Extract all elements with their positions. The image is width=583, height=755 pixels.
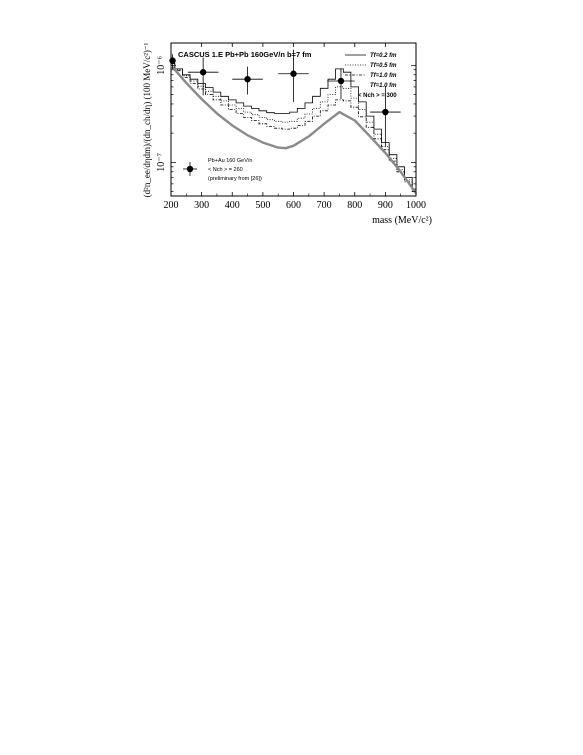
data-point (199, 69, 207, 76)
x-tick-label: 800 (347, 200, 362, 211)
x-tick-label: 700 (317, 200, 332, 211)
x-tick-label: 500 (255, 200, 270, 211)
data-point (337, 77, 345, 85)
x-tick-label: 600 (286, 200, 301, 211)
data-legend-line: Pb+Au 160 GeV/n (208, 158, 253, 164)
x-tick-label: 900 (378, 200, 393, 211)
data-legend-marker (186, 165, 194, 173)
legend-note: < Nch > = 300 (358, 93, 397, 99)
y-tick-label: 10⁻⁶ (156, 55, 167, 74)
series-line-4 (170, 64, 417, 194)
legend-entry: Tf=1.0 fm (370, 83, 397, 89)
x-ticks: 200 300 400 500 600 700 800 900 1000 (164, 43, 426, 211)
x-tick-label: 300 (194, 200, 209, 211)
plot-area: 200 300 400 500 600 700 800 900 1000 10⁻⁷ 10⁻⁶ (156, 42, 426, 211)
legend-entry: Tf=0.5 fm (370, 63, 397, 69)
legend-entry: Tf=0.2 fm (370, 53, 397, 59)
x-tick-label: 1000 (406, 200, 426, 211)
legend-entry: Tf=1.0 fm (370, 73, 397, 79)
series-line-3 (171, 62, 416, 192)
series-line-1 (171, 62, 416, 190)
x-tick-label: 200 (164, 200, 179, 211)
data-legend-line: < Nch > = 260 (208, 167, 243, 173)
data-legend: Pb+Au 160 GeV/n < Nch > = 260 (prelimina… (183, 158, 262, 182)
data-points-layer (169, 49, 401, 147)
data-point (244, 75, 251, 83)
y-tick-label: 10⁻⁷ (156, 152, 167, 171)
chart-title: CASCUS 1.E Pb+Pb 160GeV/n b=7 fm (178, 50, 312, 59)
legend-line-samples (345, 54, 366, 76)
series-line-2 (171, 62, 416, 192)
series-layer (170, 62, 417, 194)
y-axis-label: (d²n_ee/dηdm)/(dn_ch/dη) (100 MeV/c²)⁻¹ (142, 42, 152, 197)
series-legend: Tf=0.2 fm Tf=0.5 fm Tf=1.0 fm Tf=1.0 fm … (345, 53, 397, 99)
data-legend-line: (preliminary from [26]) (208, 176, 262, 182)
x-axis-label: mass (MeV/c²) (372, 215, 432, 226)
data-point (382, 108, 389, 116)
x-tick-label: 400 (225, 200, 240, 211)
data-point (290, 70, 297, 77)
data-point (169, 57, 176, 64)
y-ticks: 10⁻⁷ 10⁻⁶ (156, 55, 416, 192)
